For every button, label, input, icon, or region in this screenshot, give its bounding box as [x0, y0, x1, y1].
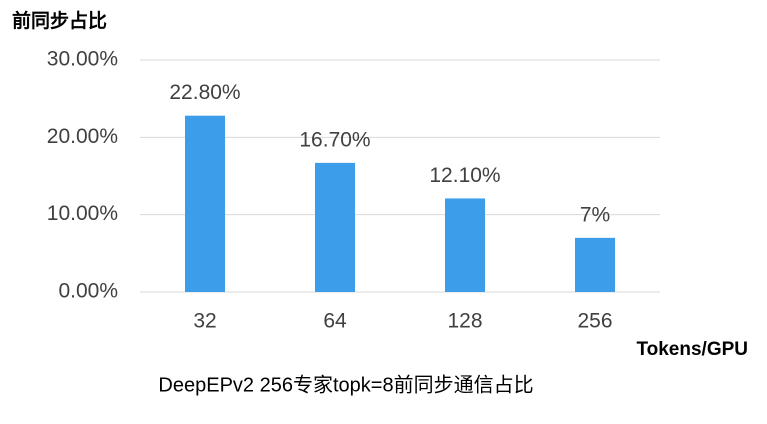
y-tick-label: 0.00% [58, 280, 118, 303]
y-tick-label: 10.00% [47, 202, 118, 225]
data-label: 22.80% [169, 81, 240, 104]
x-tick-label: 32 [193, 310, 216, 333]
x-tick-label: 64 [323, 310, 347, 333]
caption: DeepEPv2 256专家topk=8前同步通信占比 [158, 373, 533, 396]
bar [185, 115, 225, 293]
y-tick-label: 30.00% [47, 48, 118, 71]
x-tick-label: 128 [447, 310, 482, 333]
bar [575, 237, 615, 292]
bar [315, 162, 355, 292]
data-label: 16.70% [299, 128, 370, 151]
data-label: 7% [580, 203, 610, 226]
x-axis-title: Tokens/GPU [636, 339, 748, 360]
y-axis-title: 前同步占比 [12, 9, 107, 32]
bar [445, 198, 485, 292]
data-label: 12.10% [429, 164, 500, 187]
x-tick-label: 256 [577, 310, 612, 333]
y-tick-label: 20.00% [47, 125, 118, 148]
